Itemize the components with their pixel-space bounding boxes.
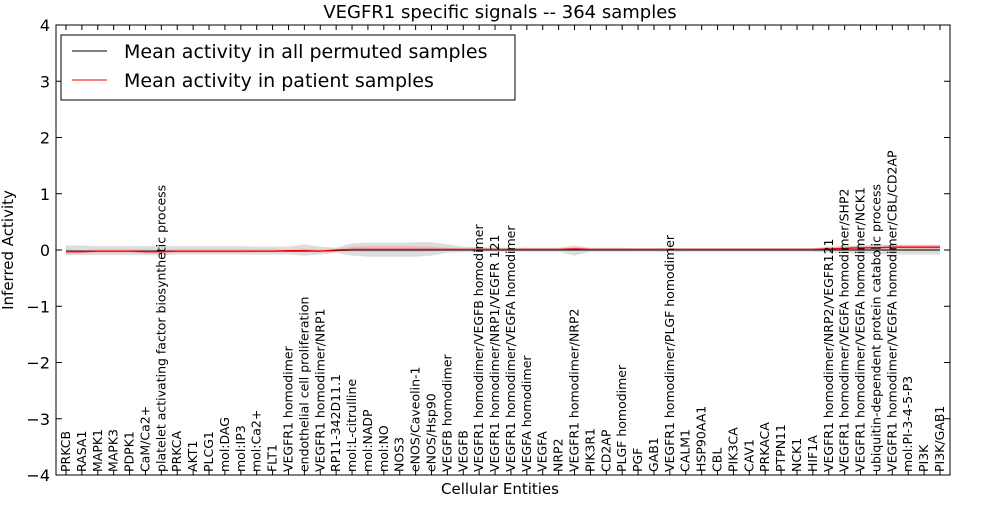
x-tick-label: VEGFR1 homodimer/PLGF homodimer xyxy=(662,234,677,472)
x-tick-label: PRKACA xyxy=(757,422,772,472)
x-axis-label: Cellular Entities xyxy=(441,480,559,498)
chart-title: VEGFR1 specific signals -- 364 samples xyxy=(323,2,676,23)
legend-label-patient: Mean activity in patient samples xyxy=(124,70,434,92)
x-tick-label: CAV1 xyxy=(741,439,756,472)
x-tick-label: endothelial cell proliferation xyxy=(296,297,311,472)
y-axis-ticks: −4 −3 −2 −1 0 1 2 3 4 xyxy=(26,16,950,485)
x-tick-label: RASA1 xyxy=(74,431,89,472)
x-tick-label: HIF1A xyxy=(805,435,820,472)
y-tick-label: 2 xyxy=(40,129,50,148)
x-tick-label: VEGFR1 homodimer/VEGFA homodimer/NCK1 xyxy=(853,187,868,472)
x-tick-label: PI3K/GAB1 xyxy=(932,406,947,472)
y-tick-label: 0 xyxy=(40,241,50,260)
x-tick-label: RP11-342D11.1 xyxy=(328,374,343,472)
x-tick-label: VEGFB homodimer xyxy=(439,353,454,472)
x-tick-label: CBL xyxy=(710,448,725,472)
x-tick-label: CaM/Ca2+ xyxy=(138,406,153,472)
y-tick-label: −2 xyxy=(26,354,50,373)
x-tick-label: VEGFR1 homodimer/NRP2/VEGFR121 xyxy=(821,238,836,472)
x-tick-label: eNOS/Caveolin-1 xyxy=(408,367,423,472)
x-tick-label: mol:Ca2+ xyxy=(249,410,264,472)
x-tick-label: mol:NADP xyxy=(360,409,375,472)
x-tick-label: VEGFR1 homodimer xyxy=(281,345,296,472)
x-tick-label: PI3K xyxy=(916,444,931,472)
series-line-patient xyxy=(66,246,940,253)
legend-label-permuted: Mean activity in all permuted samples xyxy=(124,41,487,63)
x-tick-label: VEGFB xyxy=(455,430,470,472)
x-tick-label: CD2AP xyxy=(598,429,613,472)
x-tick-label: NRP2 xyxy=(551,438,566,472)
x-tick-label: PIK3R1 xyxy=(582,428,597,472)
x-tick-label: MAPK3 xyxy=(106,429,121,472)
y-axis-label: Inferred Activity xyxy=(0,190,17,310)
legend: Mean activity in all permuted samples Me… xyxy=(60,34,516,101)
x-tick-label: NCK1 xyxy=(789,438,804,472)
legend-box xyxy=(60,34,516,101)
x-tick-label: PTPN11 xyxy=(773,424,788,472)
x-tick-label: VEGFA xyxy=(535,431,550,472)
x-tick-label: PRKCA xyxy=(169,430,184,471)
x-tick-label: mol:PI-3-4-5-P3 xyxy=(900,376,915,472)
x-tick-label: mol:NO xyxy=(376,425,391,472)
x-tick-label: HSP90AA1 xyxy=(694,406,709,472)
y-tick-label: −1 xyxy=(26,297,50,316)
x-tick-label: eNOS/Hsp90 xyxy=(424,393,439,472)
x-tick-label: VEGFR1 homodimer/VEGFA homodimer xyxy=(503,225,518,472)
x-tick-label: PLCG1 xyxy=(201,431,216,472)
x-tick-label: VEGFR1 homodimer/NRP1/VEGFR 121 xyxy=(487,234,502,472)
x-tick-label: ubiquitin-dependent protein catabolic pr… xyxy=(868,184,883,472)
x-tick-label: FLT1 xyxy=(265,444,280,472)
x-tick-label: MAPK1 xyxy=(90,429,105,472)
x-axis-ticks: PRKCB RASA1 MAPK1 MAPK3 PDPK1 CaM/Ca2+ platele… xyxy=(58,25,947,475)
x-tick-label: platelet activating factor biosynthetic … xyxy=(153,185,168,472)
y-tick-label: 1 xyxy=(40,185,50,204)
x-tick-label: PDPK1 xyxy=(122,431,137,472)
x-tick-label: PLGF homodimer xyxy=(614,364,629,472)
x-tick-label: mol:DAG xyxy=(217,417,232,472)
x-tick-label: mol:IP3 xyxy=(233,425,248,472)
x-tick-label: VEGFR1 homodimer/NRP2 xyxy=(567,309,582,472)
x-tick-label: mol:L-citrulline xyxy=(344,379,359,472)
y-tick-label: 3 xyxy=(40,72,50,91)
x-tick-label: CALM1 xyxy=(678,429,693,472)
x-tick-label: GAB1 xyxy=(646,437,661,472)
y-tick-label: −3 xyxy=(26,410,50,429)
x-tick-label: VEGFR1 homodimer/VEGFB homodimer xyxy=(471,224,486,472)
x-tick-label: VEGFR1 homodimer/NRP1 xyxy=(312,309,327,472)
y-tick-label: −4 xyxy=(26,466,50,485)
x-tick-label: VEGFA homodimer xyxy=(519,355,534,472)
x-tick-label: AKT1 xyxy=(185,441,200,472)
x-tick-label: NOS3 xyxy=(392,437,407,472)
y-tick-label: 4 xyxy=(40,16,50,35)
series-lines xyxy=(66,246,940,253)
x-tick-label: PRKCB xyxy=(58,431,73,472)
x-tick-label: VEGFR1 homodimer/VEGFA homodimer/CBL/CD2… xyxy=(884,150,899,472)
x-tick-label: PIK3CA xyxy=(725,427,740,472)
x-tick-label: PGF xyxy=(630,448,645,472)
x-tick-label: VEGFR1 homodimer/VEGFA homodimer/SHP2 xyxy=(837,189,852,473)
